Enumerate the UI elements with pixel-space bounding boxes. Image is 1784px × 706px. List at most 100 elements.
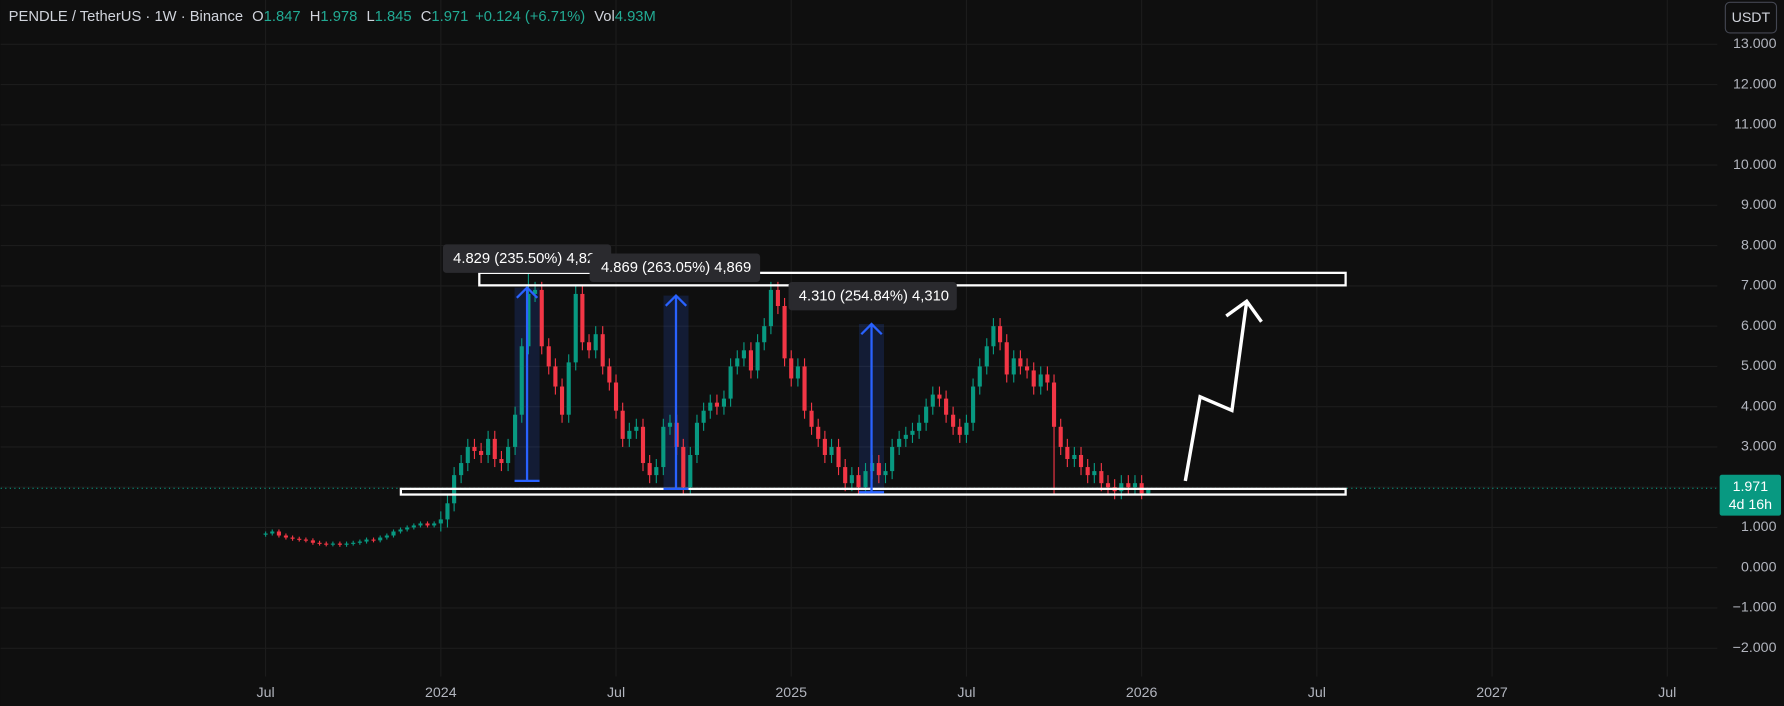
axes: −2.000−1.0000.0001.0002.0003.0004.0005.0… — [257, 36, 1777, 701]
candle-body — [546, 346, 551, 367]
candle-body — [714, 402, 720, 407]
y-tick-label: 7.000 — [1741, 278, 1777, 294]
candle-body — [519, 346, 524, 415]
candle-body — [351, 542, 356, 544]
candle-body — [1072, 454, 1077, 460]
measure-labels: 4.829 (235.50%) 4,82 4.869 (263.05%) 4,8… — [442, 244, 957, 311]
candle-body — [1038, 374, 1043, 387]
measure-arrow — [514, 286, 540, 483]
candle-body — [1051, 382, 1057, 427]
candle-body — [977, 366, 982, 387]
candle-body — [661, 426, 666, 468]
candle-body — [951, 414, 956, 427]
ohlc-key: O — [252, 9, 264, 25]
candle-body — [802, 366, 807, 411]
y-tick-label: 12.000 — [1733, 76, 1777, 92]
candle-body — [566, 362, 571, 415]
volume-value: 4.93M — [615, 9, 656, 25]
candle-body — [755, 342, 760, 371]
candle-body — [890, 446, 895, 472]
candle-body — [586, 342, 592, 351]
candle-body — [317, 542, 322, 544]
x-tick-label: 2026 — [1126, 685, 1158, 701]
y-tick-label: 3.000 — [1741, 439, 1777, 455]
currency-label[interactable]: USDT — [1732, 10, 1771, 26]
candle-body — [647, 463, 652, 476]
price-tag-value: 1.971 — [1733, 479, 1769, 495]
y-tick-label: −1.000 — [1733, 600, 1777, 616]
candle-body — [432, 523, 437, 526]
candle-body — [330, 543, 335, 545]
candle-body — [957, 426, 962, 435]
candle-body — [741, 350, 746, 359]
candle-body — [573, 293, 578, 363]
candle-body — [1078, 454, 1084, 468]
candle-body — [526, 293, 531, 347]
symbol-header: PENDLE / TetherUS · 1W · Binance O1.847 H1… — [9, 9, 656, 25]
candle-body — [310, 540, 315, 543]
x-tick-label: Jul — [257, 685, 275, 701]
ohlc-value: 1.978 — [320, 9, 357, 25]
candle-body — [735, 358, 740, 367]
y-tick-label: 5.000 — [1741, 358, 1777, 374]
candle-body — [357, 541, 362, 543]
candle-body — [1031, 370, 1036, 387]
candle-body — [849, 475, 854, 484]
candle-body — [263, 533, 268, 535]
candle-body — [924, 406, 929, 423]
x-tick-label: 2024 — [425, 685, 457, 701]
candle-body — [816, 426, 821, 439]
candle-body — [1099, 471, 1104, 484]
candle-body — [559, 386, 565, 415]
candle-body — [708, 402, 713, 411]
symbol: PENDLE / TetherUS · 1W · Binance — [9, 9, 243, 25]
x-tick-label: Jul — [1658, 685, 1676, 701]
candle-body — [391, 531, 396, 536]
candle-body — [762, 326, 767, 343]
candle-body — [607, 366, 612, 383]
candle-body — [782, 306, 787, 359]
candle-body — [593, 334, 598, 351]
x-tick-label: 2025 — [775, 685, 807, 701]
candle-body — [283, 535, 288, 538]
x-tick-label: Jul — [1308, 685, 1326, 701]
candle-body — [1058, 426, 1063, 447]
candle-body — [411, 525, 416, 528]
candle-body — [654, 467, 659, 476]
candle-body — [600, 334, 605, 367]
candle-body — [425, 523, 430, 526]
candle-body — [897, 438, 902, 447]
candle-body — [492, 438, 497, 460]
candle-body — [553, 366, 558, 387]
candle-body — [337, 543, 342, 545]
candle-body — [499, 459, 504, 464]
candle-body — [1018, 358, 1023, 367]
candle-body — [438, 519, 443, 524]
currency-button[interactable] — [1724, 1, 1778, 34]
candle-body — [910, 430, 915, 435]
x-tick-label: Jul — [957, 685, 975, 701]
candle-body — [1105, 483, 1111, 488]
candle-body — [634, 426, 639, 431]
price-tag-box — [1719, 474, 1782, 516]
candle-body — [297, 538, 302, 540]
candle-body — [944, 398, 949, 415]
projection-arrow — [1183, 298, 1263, 482]
candle-body — [276, 531, 281, 536]
candle-body — [688, 454, 693, 488]
ohlc-value: 1.845 — [375, 9, 412, 25]
change: +0.124 (+6.71%) — [475, 9, 585, 25]
measure-label: 4.869 (263.05%) 4,869 — [601, 260, 751, 276]
price-tag-countdown: 4d 16h — [1729, 497, 1772, 513]
candle-body — [1085, 467, 1090, 476]
candle-body — [768, 289, 773, 327]
candle-body — [1119, 483, 1124, 492]
candle-body — [998, 326, 1003, 343]
candle-body — [1045, 374, 1050, 383]
candle-body — [836, 446, 841, 468]
ohlc-key: C — [421, 9, 432, 25]
candle-body — [472, 446, 477, 451]
candle-body — [1004, 342, 1009, 375]
y-tick-label: 1.000 — [1741, 519, 1777, 535]
